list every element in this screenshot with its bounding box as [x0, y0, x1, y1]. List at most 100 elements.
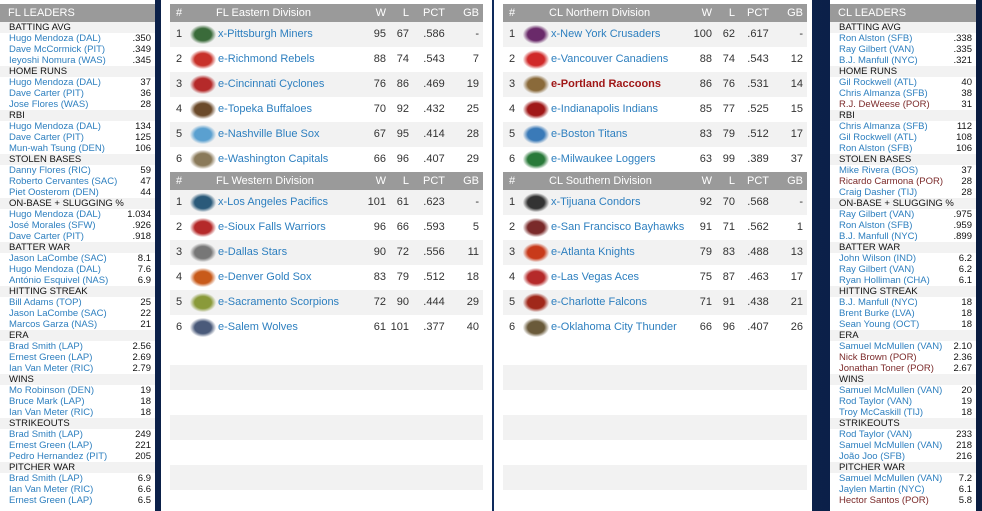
player-link[interactable]: Jonathan Toner (POR): [839, 363, 934, 374]
player-link[interactable]: Hugo Mendoza (DAL): [9, 209, 101, 220]
player-link[interactable]: Dave McCormick (PIT): [9, 44, 106, 55]
player-link[interactable]: Hugo Mendoza (DAL): [9, 121, 101, 132]
team-link[interactable]: e-Boston Titans: [551, 128, 628, 140]
leader-row[interactable]: Dave Carter (PIT) 36: [0, 88, 155, 99]
leader-row[interactable]: Ron Alston (SFB) 106: [830, 143, 976, 154]
team-link[interactable]: x-Pittsburgh Miners: [218, 28, 313, 40]
leader-row[interactable]: Ian Van Meter (RIC) 2.79: [0, 363, 155, 374]
leader-row[interactable]: Chris Almanza (SFB) 112: [830, 121, 976, 132]
leader-row[interactable]: Jason LaCombe (SAC) 22: [0, 308, 155, 319]
leader-row[interactable]: Dave Carter (PIT) 125: [0, 132, 155, 143]
leader-row[interactable]: Brent Burke (LVA) 18: [830, 308, 976, 319]
leader-row[interactable]: Ray Gilbert (VAN) .335: [830, 44, 976, 55]
player-link[interactable]: Roberto Cervantes (SAC): [9, 176, 118, 187]
leader-row[interactable]: Ernest Green (LAP) 221: [0, 440, 155, 451]
leader-row[interactable]: Ray Gilbert (VAN) 6.2: [830, 264, 976, 275]
player-link[interactable]: Samuel McMullen (VAN): [839, 440, 943, 451]
player-link[interactable]: Mo Robinson (DEN): [9, 385, 94, 396]
team-link[interactable]: e-Washington Capitals: [218, 153, 329, 165]
team-link[interactable]: e-Topeka Buffaloes: [218, 103, 312, 115]
player-link[interactable]: Ray Gilbert (VAN): [839, 209, 915, 220]
player-link[interactable]: Ernest Green (LAP): [9, 352, 93, 363]
leader-row[interactable]: João Joo (SFB) 216: [830, 451, 976, 462]
leader-row[interactable]: Pedro Hernandez (PIT) 205: [0, 451, 155, 462]
team-link[interactable]: e-Milwaukee Loggers: [551, 153, 656, 165]
team-link[interactable]: x-New York Crusaders: [551, 28, 661, 40]
player-link[interactable]: B.J. Manfull (NYC): [839, 297, 918, 308]
player-link[interactable]: Samuel McMullen (VAN): [839, 385, 943, 396]
leader-row[interactable]: Samuel McMullen (VAN) 2.10: [830, 341, 976, 352]
player-link[interactable]: Ieyoshi Nomura (WAS): [9, 55, 106, 66]
player-link[interactable]: Hugo Mendoza (DAL): [9, 77, 101, 88]
player-link[interactable]: Chris Almanza (SFB): [839, 88, 928, 99]
leader-row[interactable]: Mike Rivera (BOS) 37: [830, 165, 976, 176]
player-link[interactable]: Mun-wah Tsung (DEN): [9, 143, 105, 154]
player-link[interactable]: Hugo Mendoza (DAL): [9, 33, 101, 44]
leader-row[interactable]: Hugo Mendoza (DAL) 134: [0, 121, 155, 132]
leader-row[interactable]: B.J. Manfull (NYC) .899: [830, 231, 976, 242]
leader-row[interactable]: Ieyoshi Nomura (WAS) .345: [0, 55, 155, 66]
leader-row[interactable]: Mo Robinson (DEN) 19: [0, 385, 155, 396]
player-link[interactable]: Ernest Green (LAP): [9, 495, 93, 506]
leader-row[interactable]: Nick Brown (POR) 2.36: [830, 352, 976, 363]
leader-row[interactable]: Ray Gilbert (VAN) .975: [830, 209, 976, 220]
leader-row[interactable]: Hugo Mendoza (DAL) 1.034: [0, 209, 155, 220]
player-link[interactable]: Jaylen Martin (NYC): [839, 484, 925, 495]
leader-row[interactable]: Hugo Mendoza (DAL) 37: [0, 77, 155, 88]
leader-row[interactable]: Marcos Garza (NAS) 21: [0, 319, 155, 330]
player-link[interactable]: Chris Almanza (SFB): [839, 121, 928, 132]
player-link[interactable]: Danny Flores (RIC): [9, 165, 91, 176]
player-link[interactable]: Nick Brown (POR): [839, 352, 917, 363]
leader-row[interactable]: Ricardo Carmona (POR) 28: [830, 176, 976, 187]
leader-row[interactable]: Gil Rockwell (ATL) 108: [830, 132, 976, 143]
player-link[interactable]: Ray Gilbert (VAN): [839, 264, 915, 275]
leader-row[interactable]: Bruce Mark (LAP) 18: [0, 396, 155, 407]
leader-row[interactable]: Rod Taylor (VAN) 233: [830, 429, 976, 440]
leader-row[interactable]: John Wilson (IND) 6.2: [830, 253, 976, 264]
leader-row[interactable]: Jose Flores (WAS) 28: [0, 99, 155, 110]
team-link[interactable]: e-Salem Wolves: [218, 321, 298, 333]
team-link[interactable]: e-Denver Gold Sox: [218, 271, 312, 283]
leader-row[interactable]: Samuel McMullen (VAN) 20: [830, 385, 976, 396]
leader-row[interactable]: Brad Smith (LAP) 249: [0, 429, 155, 440]
team-link[interactable]: e-San Francisco Bayhawks: [551, 221, 685, 233]
leader-row[interactable]: António Esquivel (NAS) 6.9: [0, 275, 155, 286]
player-link[interactable]: Dave Carter (PIT): [9, 231, 84, 242]
player-link[interactable]: Dave Carter (PIT): [9, 132, 84, 143]
team-link[interactable]: e-Atlanta Knights: [551, 246, 635, 258]
player-link[interactable]: José Morales (SFW): [9, 220, 96, 231]
team-link[interactable]: e-Indianapolis Indians: [551, 103, 659, 115]
leader-row[interactable]: Chris Almanza (SFB) 38: [830, 88, 976, 99]
player-link[interactable]: Piet Oosterom (DEN): [9, 187, 99, 198]
team-link[interactable]: x-Tijuana Condors: [551, 196, 641, 208]
player-link[interactable]: B.J. Manfull (NYC): [839, 231, 918, 242]
leader-row[interactable]: Hugo Mendoza (DAL) 7.6: [0, 264, 155, 275]
leader-row[interactable]: Ian Van Meter (RIC) 18: [0, 407, 155, 418]
player-link[interactable]: Gil Rockwell (ATL): [839, 132, 917, 143]
leader-row[interactable]: R.J. DeWeese (POR) 31: [830, 99, 976, 110]
team-link[interactable]: e-Charlotte Falcons: [551, 296, 647, 308]
leader-row[interactable]: Rod Taylor (VAN) 19: [830, 396, 976, 407]
leader-row[interactable]: Roberto Cervantes (SAC) 47: [0, 176, 155, 187]
team-link[interactable]: e-Richmond Rebels: [218, 53, 315, 65]
player-link[interactable]: R.J. DeWeese (POR): [839, 99, 930, 110]
player-link[interactable]: Brad Smith (LAP): [9, 473, 83, 484]
player-link[interactable]: Craig Dasher (TIJ): [839, 187, 918, 198]
leader-row[interactable]: Ian Van Meter (RIC) 6.6: [0, 484, 155, 495]
team-link[interactable]: e-Sacramento Scorpions: [218, 296, 340, 308]
team-link[interactable]: x-Los Angeles Pacifics: [218, 196, 329, 208]
player-link[interactable]: António Esquivel (NAS): [9, 275, 109, 286]
leader-row[interactable]: Mun-wah Tsung (DEN) 106: [0, 143, 155, 154]
player-link[interactable]: Ray Gilbert (VAN): [839, 44, 915, 55]
leader-row[interactable]: B.J. Manfull (NYC) 18: [830, 297, 976, 308]
player-link[interactable]: Jose Flores (WAS): [9, 99, 89, 110]
player-link[interactable]: Ernest Green (LAP): [9, 440, 93, 451]
player-link[interactable]: Marcos Garza (NAS): [9, 319, 98, 330]
player-link[interactable]: Samuel McMullen (VAN): [839, 473, 943, 484]
leader-row[interactable]: Ryan Holliman (CHA) 6.1: [830, 275, 976, 286]
player-link[interactable]: Bill Adams (TOP): [9, 297, 82, 308]
leader-row[interactable]: Piet Oosterom (DEN) 44: [0, 187, 155, 198]
player-link[interactable]: Ian Van Meter (RIC): [9, 407, 94, 418]
leader-row[interactable]: Jonathan Toner (POR) 2.67: [830, 363, 976, 374]
player-link[interactable]: Ian Van Meter (RIC): [9, 363, 94, 374]
